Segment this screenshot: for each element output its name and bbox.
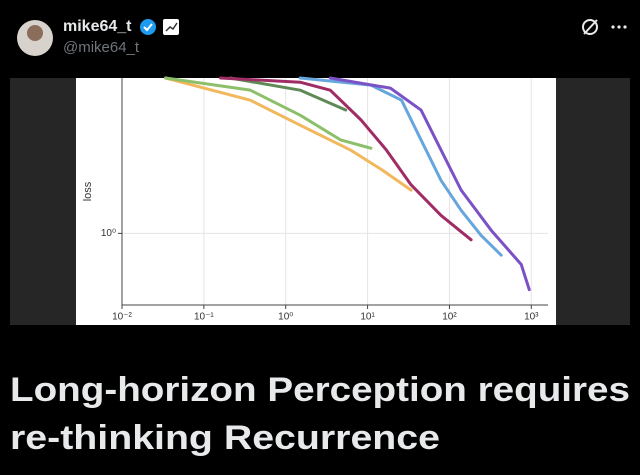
post-title: Long-horizon Perception requires bbox=[10, 371, 630, 409]
x-tick-label: 10⁰ bbox=[278, 312, 293, 323]
post-title: re-thinking Recurrence bbox=[10, 419, 440, 457]
loss-curve bbox=[228, 76, 348, 112]
verified-check bbox=[143, 23, 153, 32]
loss-curve bbox=[164, 76, 373, 150]
y-tick-label: 10⁰ bbox=[101, 228, 116, 239]
x-tick-label: 10² bbox=[442, 312, 457, 323]
author-name[interactable]: mike64_t bbox=[63, 18, 132, 35]
chart-image bbox=[76, 78, 556, 325]
loss-curve bbox=[219, 76, 473, 242]
author-handle[interactable]: @mike64_t bbox=[63, 39, 140, 56]
x-tick-label: 10⁻¹ bbox=[194, 312, 214, 323]
more-icon[interactable] bbox=[611, 25, 627, 29]
loss-curve bbox=[298, 76, 503, 257]
plot: 10⁻² 10⁻¹ 10⁰ 10¹ 10² 10³ 10⁰ loss bbox=[82, 76, 548, 323]
loss-curve bbox=[164, 76, 413, 192]
x-tick-label: 10⁻² bbox=[112, 312, 132, 323]
avatar-face bbox=[27, 25, 43, 41]
x-tick-label: 10³ bbox=[524, 312, 539, 323]
grok-slash bbox=[583, 19, 598, 35]
grok-icon[interactable] bbox=[582, 19, 598, 35]
affiliate-mark bbox=[165, 22, 178, 32]
y-axis-label: loss bbox=[82, 181, 94, 201]
x-tick-label: 10¹ bbox=[360, 312, 375, 323]
verified-badge bbox=[140, 19, 156, 35]
loss-curve bbox=[328, 76, 531, 292]
